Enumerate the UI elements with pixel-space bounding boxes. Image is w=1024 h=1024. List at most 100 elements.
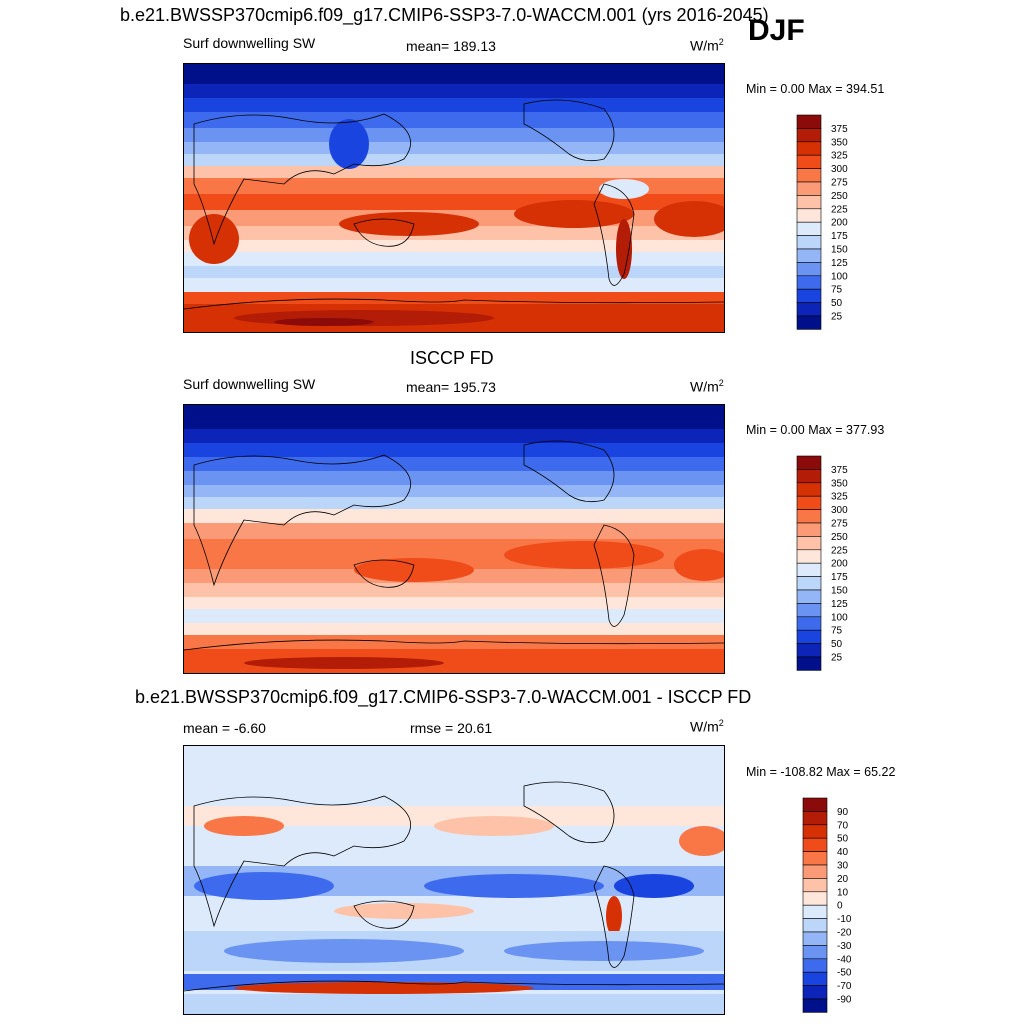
panel-2-colorbar-ticks: 375 350 325 300 275 250 225 200 175 150 125 100 75 50… bbox=[831, 465, 848, 664]
colorbar-swatch bbox=[796, 643, 822, 658]
colorbar-tick-label: 100 bbox=[831, 612, 848, 623]
colorbar-tick-label: 90 bbox=[837, 807, 849, 818]
panel-1-colorbar: 375 350 325 300 275 250 225 200 175 150 125 100 75 50… bbox=[796, 114, 867, 331]
colorbar-swatch bbox=[796, 208, 822, 223]
colorbar-swatch bbox=[796, 288, 822, 303]
colorbar-swatch bbox=[796, 114, 822, 129]
panel-3-map bbox=[183, 745, 725, 1015]
colorbar-swatch bbox=[796, 248, 822, 263]
colorbar-swatch bbox=[796, 181, 822, 196]
colorbar-swatch bbox=[796, 616, 822, 631]
colorbar-tick-label: 20 bbox=[837, 874, 849, 885]
colorbar-swatch bbox=[802, 851, 828, 866]
colorbar-swatch bbox=[796, 195, 822, 210]
colorbar-tick-label: 100 bbox=[831, 271, 848, 282]
colorbar-swatch bbox=[802, 904, 828, 919]
colorbar-swatch bbox=[796, 302, 822, 317]
colorbar-tick-label: 275 bbox=[831, 519, 848, 530]
colorbar-tick-label: 150 bbox=[831, 245, 848, 256]
colorbar-swatch bbox=[796, 168, 822, 183]
colorbar-tick-label: 70 bbox=[837, 820, 849, 831]
panel-3-colorbar-ticks: 90 70 50 40 30 20 10 0 -10 -20 -30 -40 -50 -70 -90 bbox=[837, 807, 852, 1006]
colorbar-tick-label: 0 bbox=[837, 901, 843, 912]
colorbar-tick-label: 300 bbox=[831, 505, 848, 516]
colorbar-tick-label: 25 bbox=[831, 653, 843, 664]
colorbar-tick-label: 350 bbox=[831, 478, 848, 489]
colorbar-tick-label: 50 bbox=[837, 834, 849, 845]
colorbar-tick-label: 325 bbox=[831, 151, 848, 162]
panel-1-colorbar-ticks: 375 350 325 300 275 250 225 200 175 150 125 100 75 50… bbox=[831, 124, 848, 323]
colorbar-tick-label: 200 bbox=[831, 559, 848, 570]
colorbar-tick-label: 10 bbox=[837, 887, 849, 898]
panel-2-variable-label: Surf downwelling SW bbox=[183, 376, 316, 392]
colorbar-swatch bbox=[796, 522, 822, 537]
colorbar-swatch bbox=[796, 603, 822, 618]
colorbar-tick-label: 75 bbox=[831, 285, 843, 296]
panel-3-units: W/m2 bbox=[690, 718, 724, 735]
colorbar-swatch bbox=[796, 495, 822, 510]
colorbar-tick-label: 125 bbox=[831, 599, 848, 610]
colorbar-swatch bbox=[796, 589, 822, 604]
colorbar-swatch bbox=[796, 262, 822, 277]
colorbar-swatch bbox=[796, 549, 822, 564]
panel-3-title: b.e21.BWSSP370cmip6.f09_g17.CMIP6-SSP3-7… bbox=[135, 687, 752, 707]
panel-1-units: W/m2 bbox=[690, 37, 724, 54]
colorbar-tick-label: -50 bbox=[837, 968, 852, 979]
colorbar-tick-label: 150 bbox=[831, 586, 848, 597]
colorbar-swatch bbox=[796, 656, 822, 671]
colorbar-swatch bbox=[796, 154, 822, 169]
panel-1-colorbar-svg: 375 350 325 300 275 250 225 200 175 150 125 100 75 50… bbox=[796, 114, 848, 330]
colorbar-tick-label: 375 bbox=[831, 465, 848, 476]
colorbar-swatch bbox=[796, 482, 822, 497]
colorbar-tick-label: 40 bbox=[837, 847, 849, 858]
colorbar-swatch bbox=[802, 998, 828, 1013]
colorbar-tick-label: -20 bbox=[837, 928, 852, 939]
panel-2-mean-label: mean= 195.73 bbox=[406, 379, 496, 395]
panel-1-title: b.e21.BWSSP370cmip6.f09_g17.CMIP6-SSP3-7… bbox=[120, 5, 769, 25]
colorbar-tick-label: 225 bbox=[831, 545, 848, 556]
colorbar-swatch bbox=[802, 985, 828, 1000]
colorbar-tick-label: 25 bbox=[831, 312, 843, 323]
season-label: DJF bbox=[748, 14, 805, 47]
panel-1-minmax: Min = 0.00 Max = 394.51 bbox=[746, 82, 885, 96]
colorbar-tick-label: -40 bbox=[837, 954, 852, 965]
colorbar-tick-label: 175 bbox=[831, 231, 848, 242]
panel-3-colorbar-svg: 90 70 50 40 30 20 10 0 -10 -20 -30 -40 -50 -70 -90 bbox=[802, 797, 852, 1013]
colorbar-swatch bbox=[802, 971, 828, 986]
panel-3-rmse-label: rmse = 20.61 bbox=[410, 720, 493, 736]
colorbar-swatch bbox=[796, 629, 822, 644]
panel-3-colorbar: 90 70 50 40 30 20 10 0 -10 -20 -30 -40 -50 -70 -90 bbox=[802, 797, 873, 1014]
panel-2-minmax: Min = 0.00 Max = 377.93 bbox=[746, 423, 885, 437]
panel-1-colorbar-swatches bbox=[796, 114, 822, 330]
colorbar-swatch bbox=[802, 878, 828, 893]
panel-3-minmax: Min = -108.82 Max = 65.22 bbox=[746, 765, 896, 779]
colorbar-swatch bbox=[796, 141, 822, 156]
colorbar-swatch bbox=[796, 562, 822, 577]
colorbar-tick-label: 50 bbox=[831, 639, 843, 650]
colorbar-tick-label: -10 bbox=[837, 914, 852, 925]
colorbar-swatch bbox=[796, 576, 822, 591]
colorbar-tick-label: 300 bbox=[831, 164, 848, 175]
colorbar-tick-label: 50 bbox=[831, 298, 843, 309]
colorbar-swatch bbox=[796, 275, 822, 290]
colorbar-swatch bbox=[802, 824, 828, 839]
panel-2-colorbar: 375 350 325 300 275 250 225 200 175 150 125 100 75 50… bbox=[796, 455, 867, 672]
colorbar-tick-label: 325 bbox=[831, 492, 848, 503]
colorbar-swatch bbox=[802, 918, 828, 933]
colorbar-tick-label: 200 bbox=[831, 218, 848, 229]
colorbar-swatch bbox=[796, 469, 822, 484]
colorbar-tick-label: 375 bbox=[831, 124, 848, 135]
colorbar-swatch bbox=[796, 128, 822, 143]
colorbar-tick-label: 275 bbox=[831, 178, 848, 189]
colorbar-swatch bbox=[796, 536, 822, 551]
colorbar-tick-label: 250 bbox=[831, 532, 848, 543]
panel-2-title: ISCCP FD bbox=[410, 348, 494, 368]
panel-1-mean-label: mean= 189.13 bbox=[406, 38, 496, 54]
colorbar-swatch bbox=[796, 221, 822, 236]
colorbar-tick-label: 225 bbox=[831, 204, 848, 215]
panel-2-map bbox=[183, 404, 725, 674]
panel-3-colorbar-swatches bbox=[802, 797, 828, 1013]
colorbar-tick-label: 175 bbox=[831, 572, 848, 583]
colorbar-swatch bbox=[802, 797, 828, 812]
colorbar-tick-label: 250 bbox=[831, 191, 848, 202]
